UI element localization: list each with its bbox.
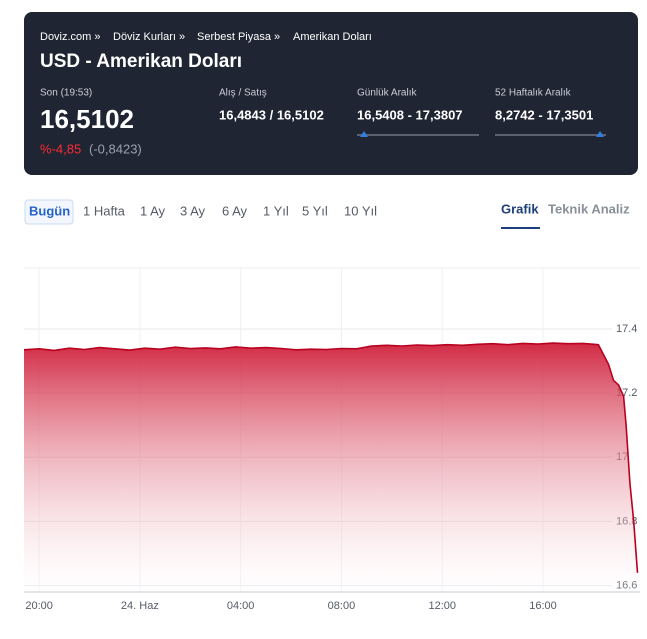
breadcrumb[interactable]: Serbest Piyasa » [197,31,280,43]
period-tab[interactable]: 10 Yıl [344,203,377,218]
x-tick-label: 08:00 [328,600,356,612]
stat-value: 16,5408 - 17,3807 [357,107,463,122]
stat-label: Alış / Satış [219,88,267,99]
stat-value: 8,2742 - 17,3501 [495,107,593,122]
x-tick-label: 24. Haz [121,600,159,612]
stat-label: Günlük Aralık [357,88,417,99]
active-tab-box [24,199,74,225]
range-marker [596,131,604,137]
period-tab[interactable]: 3 Ay [180,203,206,218]
period-tab[interactable]: Bugün [29,203,70,218]
stat-value: 16,4843 / 16,5102 [219,107,324,122]
last-label: Son (19:53) [40,88,92,99]
breadcrumb[interactable]: Döviz Kurları » [113,31,185,43]
header-card [24,12,638,175]
last-value: 16,5102 [40,104,134,134]
period-tab[interactable]: 6 Ay [222,203,248,218]
view-tab[interactable]: Teknik Analiz [548,201,630,216]
x-tick-label: 16:00 [529,600,557,612]
view-tab[interactable]: Grafik [501,201,539,216]
period-tab[interactable]: 5 Yıl [302,203,328,218]
stat-label: 52 Haftalık Aralık [495,88,572,99]
breadcrumb[interactable]: Doviz.com » [40,31,101,43]
range-marker [360,131,368,137]
price-line [23,342,639,573]
x-tick-label: 04:00 [227,600,255,612]
x-tick-label: 20:00 [25,600,53,612]
breadcrumb[interactable]: Amerikan Doları [293,31,372,43]
period-tab[interactable]: 1 Ay [140,203,166,218]
change-pct: %-4,85 [40,141,81,156]
page-title: USD - Amerikan Doları [40,51,242,72]
change-abs: (-0,8423) [89,141,142,156]
period-tab[interactable]: 1 Hafta [83,203,126,218]
period-tab[interactable]: 1 Yıl [263,203,289,218]
y-tick-label: 17.4 [616,323,637,335]
area [24,343,638,592]
x-tick-label: 12:00 [428,600,456,612]
